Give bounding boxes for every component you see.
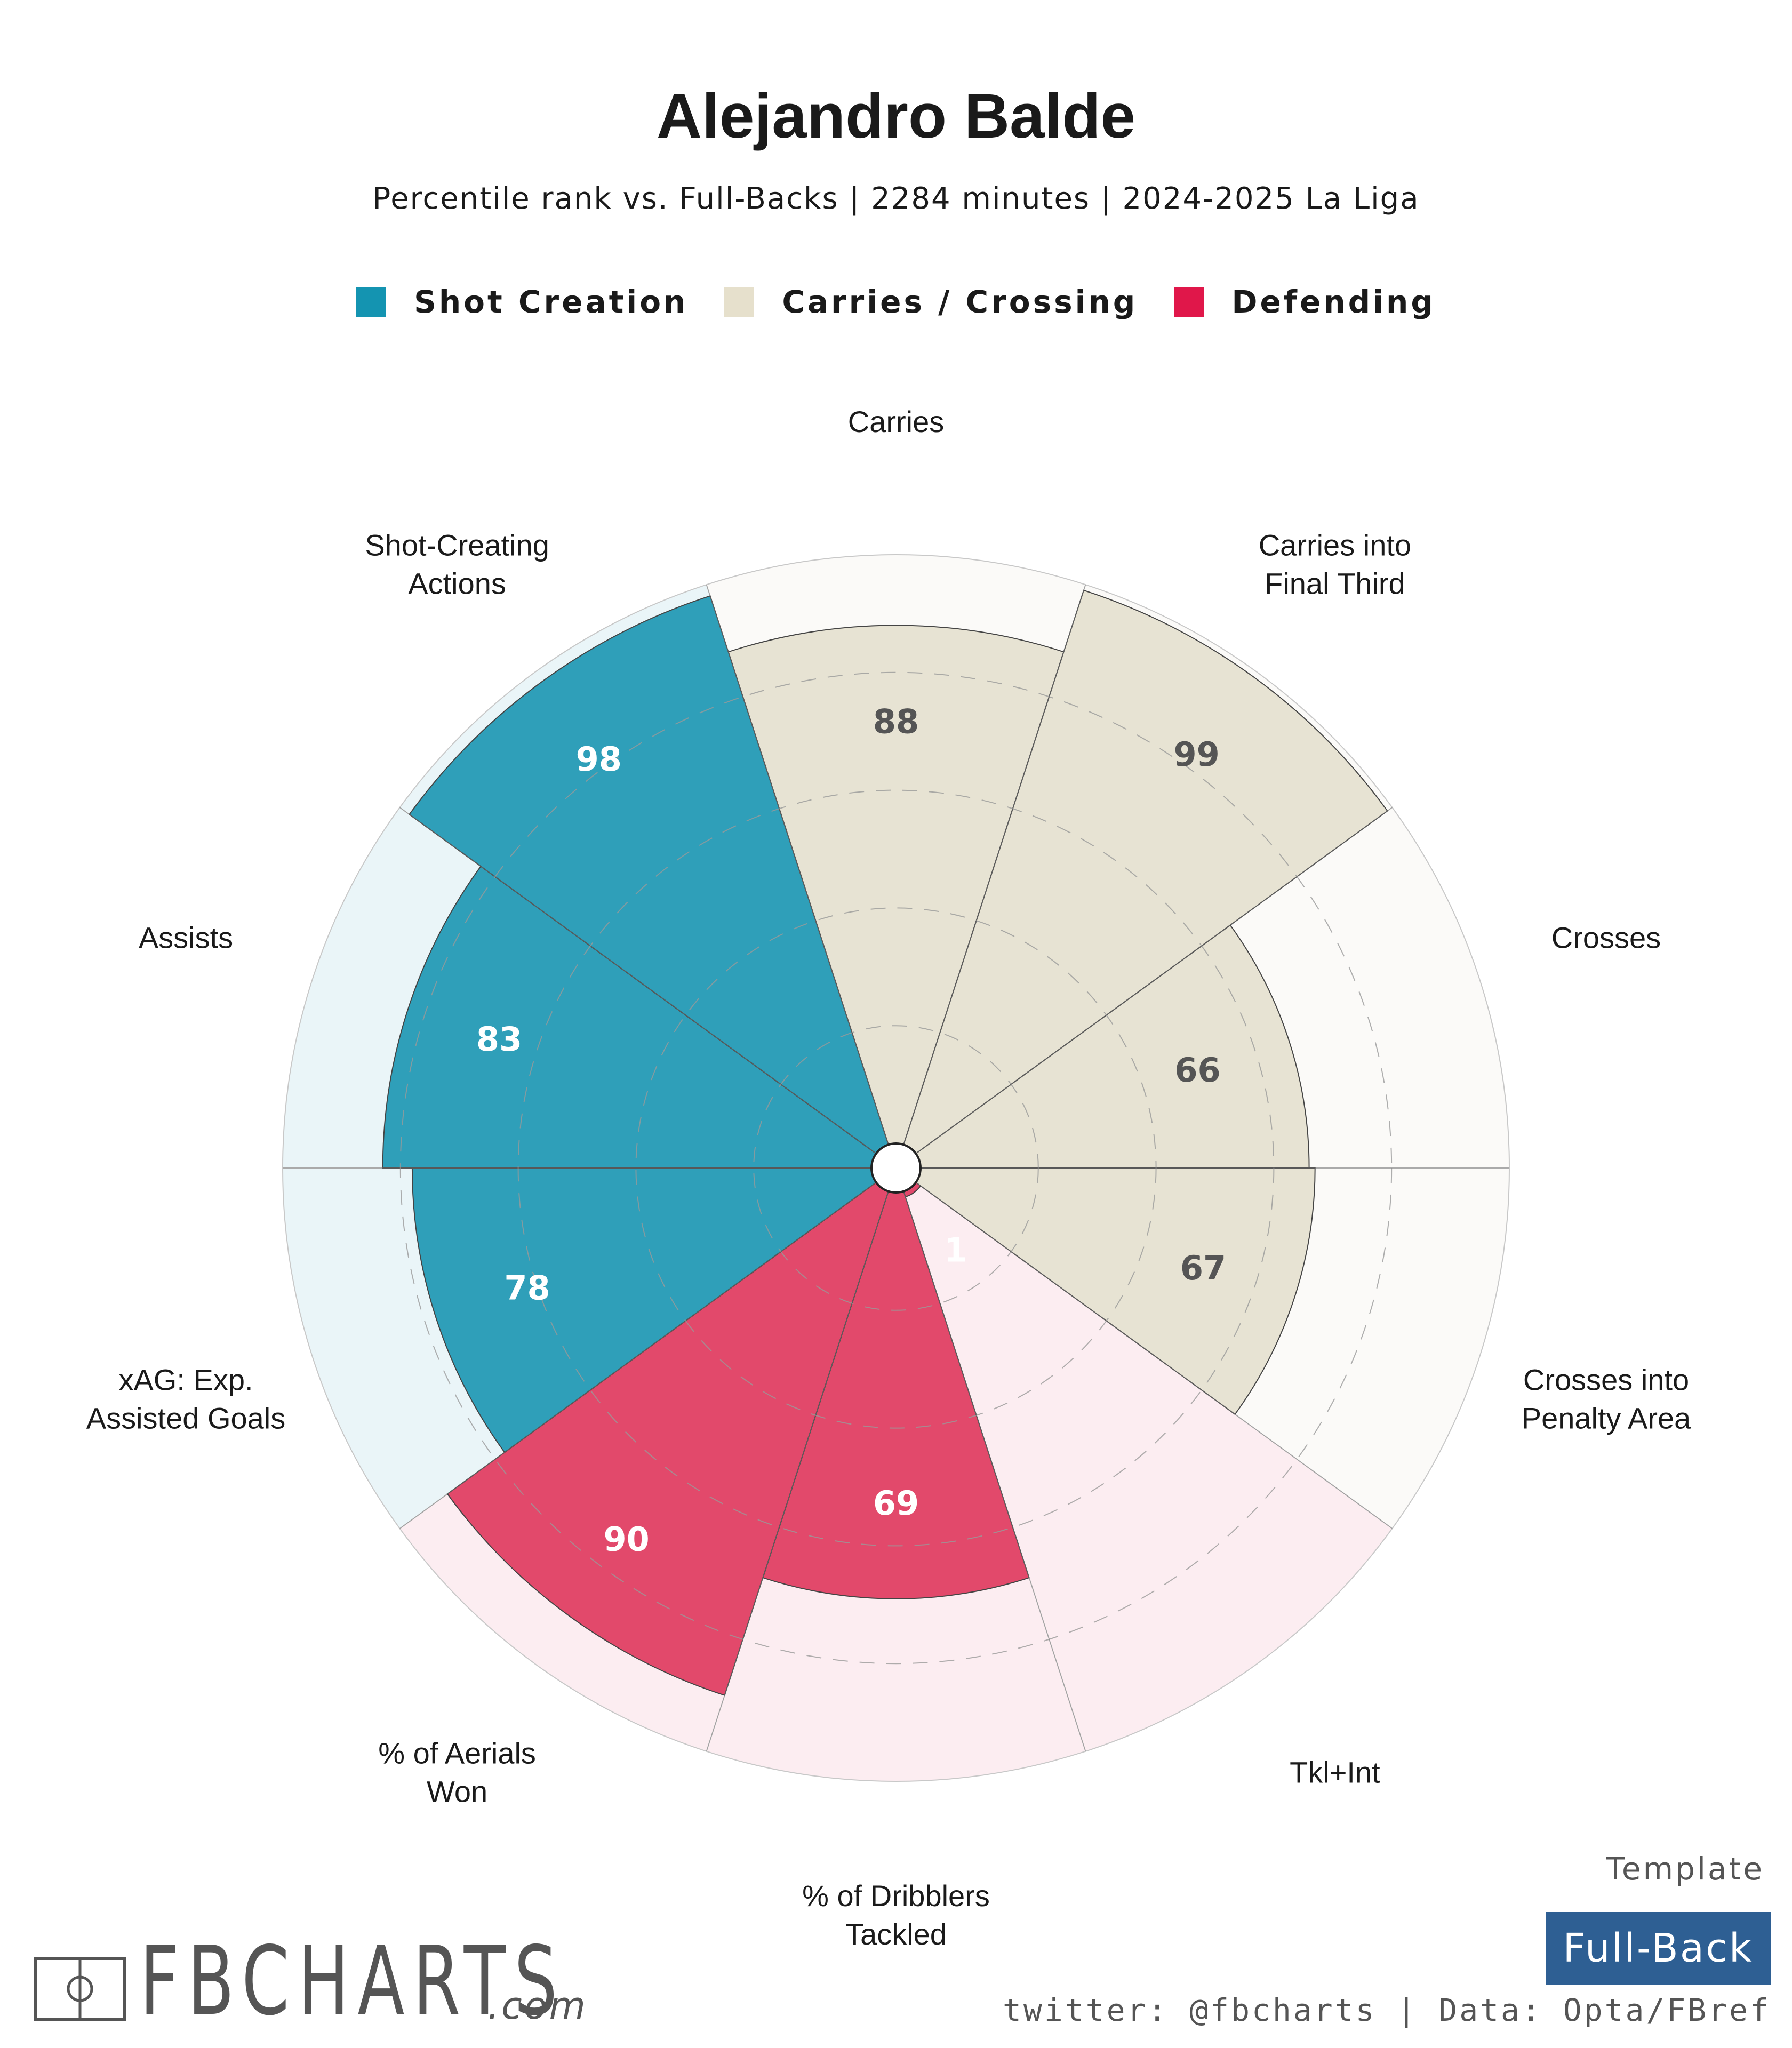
template-label: Template: [1606, 1851, 1764, 1887]
category-label: Crosses into: [1523, 1363, 1689, 1397]
chart-title: Alejandro Balde: [656, 81, 1136, 151]
value-label: 90: [604, 1519, 650, 1558]
category-label: Penalty Area: [1522, 1402, 1691, 1435]
value-label: 67: [1180, 1249, 1226, 1287]
legend-swatch-carries-crossing: [724, 287, 755, 317]
sector-bar: [895, 589, 1388, 1170]
legend-item-carries-crossing: Carries / Crossing: [724, 284, 1138, 320]
credit-text: twitter: @fbcharts | Data: Opta/FBref: [1002, 1992, 1771, 2028]
sector-divider: [706, 585, 897, 1169]
chart-subtitle: Percentile rank vs. Full-Backs | 2284 mi…: [372, 181, 1420, 216]
value-label: 1: [944, 1231, 967, 1270]
category-label: Assists: [139, 921, 233, 954]
value-label: 78: [504, 1269, 550, 1308]
category-labels: Carries Carries into Final Third Crosses Cro…: [86, 405, 1691, 1951]
value-label: 99: [1174, 735, 1220, 774]
category-label: % of Dribblers: [802, 1879, 990, 1913]
template-badge: Full-Back: [1546, 1912, 1771, 1985]
sector-divider: [399, 807, 897, 1169]
sector-bar: [446, 1166, 897, 1696]
category-label: Final Third: [1265, 566, 1405, 600]
category-label: Carries: [848, 405, 944, 438]
legend-swatch-defending: [1174, 287, 1204, 317]
category-label: xAG: Exp.: [118, 1363, 253, 1397]
sector-bar: [894, 924, 1310, 1169]
category-label: Crosses: [1551, 921, 1661, 954]
sector-bars: [382, 589, 1388, 1696]
sector-divider: [706, 1167, 897, 1751]
logo-wordmark: FBCHARTS: [140, 1926, 566, 2036]
logo-domain: .com: [487, 1984, 588, 2028]
sector-divider: [895, 1167, 1393, 1529]
sector-divider: [895, 807, 1393, 1169]
category-label: Won: [427, 1775, 487, 1809]
category-label: % of Aerials: [378, 1737, 536, 1770]
legend-item-defending: Defending: [1174, 284, 1436, 320]
value-label: 69: [873, 1484, 919, 1523]
sector-divider: [399, 1167, 897, 1529]
center-hole: [870, 1142, 922, 1194]
value-labels: 88 99 66 67 1 69 90 78 83 98: [476, 702, 1226, 1559]
category-label: Tackled: [845, 1917, 947, 1951]
legend-label: Shot Creation: [414, 284, 689, 320]
legend: Shot Creation Carries / Crossing Defendi…: [0, 284, 1792, 320]
sector-bar: [411, 1167, 898, 1453]
legend-item-shot-creation: Shot Creation: [356, 284, 688, 320]
category-label: Assisted Goals: [86, 1402, 286, 1435]
sector-background: [895, 1166, 1393, 1752]
category-label: Carries into: [1259, 528, 1411, 562]
legend-label: Defending: [1231, 284, 1436, 320]
category-label: Actions: [408, 566, 506, 600]
sector-bar: [762, 1166, 1030, 1599]
sector-bar: [894, 1167, 1316, 1415]
value-label: 83: [476, 1020, 522, 1059]
fbcharts-logo: FBCHARTS .com: [33, 1926, 732, 2036]
sector-bar: [382, 866, 898, 1169]
sector-divider: [895, 1167, 1086, 1751]
sector-dividers: [283, 585, 1509, 1751]
sector-divider: [895, 585, 1086, 1169]
category-label: Tkl+Int: [1290, 1756, 1380, 1789]
sector-bar: [727, 625, 1065, 1170]
value-label: 88: [873, 702, 919, 741]
legend-swatch-shot-creation: [356, 287, 387, 317]
sector-bar: [409, 595, 897, 1170]
value-label: 66: [1174, 1051, 1220, 1090]
category-label: Shot-Creating: [365, 528, 549, 562]
pitch-icon: [34, 1957, 126, 2021]
legend-label: Carries / Crossing: [782, 284, 1138, 320]
value-label: 98: [576, 740, 622, 779]
